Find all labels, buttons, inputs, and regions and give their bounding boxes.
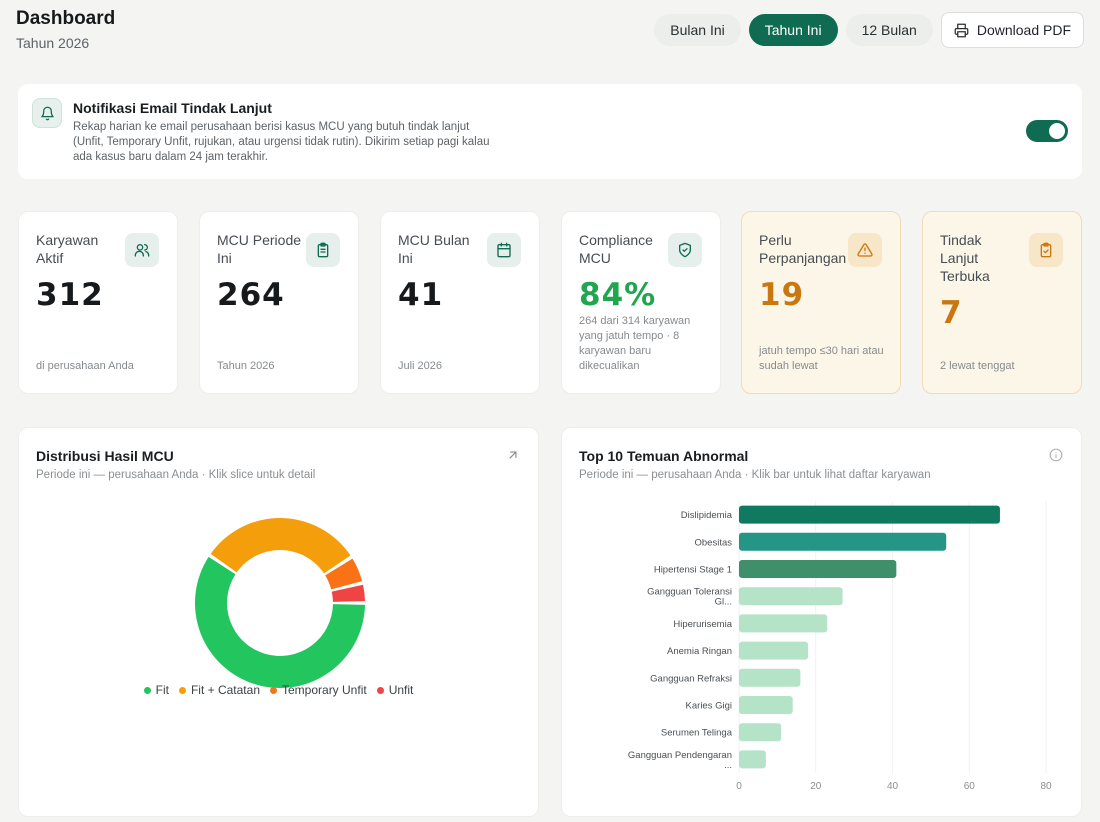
clipboard-list-icon (306, 233, 340, 267)
x-tick-label: 20 (810, 781, 822, 792)
legend-dot (270, 686, 277, 694)
toggle-knob (1049, 123, 1065, 139)
donut-chart-subtitle: Periode ini — perusahaan Anda · Klik sli… (36, 469, 316, 481)
legend-item-unfit[interactable]: Unfit (376, 683, 414, 697)
x-tick-label: 0 (736, 781, 742, 792)
kpi-label: Tindak Lanjut Terbuka (940, 232, 990, 284)
email-notification-card: Notifikasi Email Tindak Lanjut Rekap har… (18, 84, 1082, 179)
notification-title: Notifikasi Email Tindak Lanjut (73, 100, 272, 116)
y-category-label: Anemia Ringan (667, 646, 732, 657)
users-icon (125, 233, 159, 267)
donut-chart-title: Distribusi Hasil MCU (36, 448, 174, 464)
x-tick-label: 80 (1040, 781, 1052, 792)
kpi-card-open-followups[interactable]: Tindak Lanjut Terbuka 7 2 lewat tenggat (922, 211, 1082, 394)
kpi-label: Compliance MCU (579, 232, 653, 266)
legend-label: Unfit (388, 683, 414, 697)
y-category-label: Serumen Telinga (661, 728, 733, 739)
y-category-label: Gangguan Pendengaran... (628, 750, 732, 771)
y-category-label: Karies Gigi (686, 701, 732, 712)
kpi-value: 41 (398, 277, 444, 313)
kpi-card-mcu-period[interactable]: MCU Periode Ini 264 Tahun 2026 (199, 211, 359, 394)
donut-slice-fit[interactable] (194, 556, 365, 688)
bar-anemia-ringan[interactable] (739, 641, 809, 660)
donut-slice-fit-catatan[interactable] (210, 518, 351, 574)
bar-obesitas[interactable] (739, 532, 947, 551)
clipboard-check-icon (1029, 233, 1063, 267)
bar-serumen-telinga[interactable] (739, 723, 782, 742)
y-category-label: Hipertensi Stage 1 (654, 565, 732, 576)
page-title: Dashboard (16, 8, 116, 29)
kpi-footnote: 264 dari 314 karyawan yang jatuh tempo ·… (579, 315, 691, 372)
bar-gangguan-refraksi[interactable] (739, 668, 801, 687)
y-category-label: Gangguan Refraksi (650, 673, 732, 684)
info-icon[interactable] (1049, 448, 1063, 462)
bar-gangguan-toleransi-gl[interactable] (739, 587, 843, 606)
kpi-footnote: 2 lewat tenggat (940, 360, 1015, 372)
kpi-card-compliance[interactable]: Compliance MCU 84% 264 dari 314 karyawan… (561, 211, 721, 394)
kpi-value: 84% (579, 277, 657, 313)
page-header: Dashboard Tahun 2026 Bulan Ini Tahun Ini… (16, 8, 1084, 58)
bar-hipertensi-stage-1[interactable] (739, 560, 897, 578)
top-abnormal-findings-card: Top 10 Temuan Abnormal Periode ini — per… (561, 427, 1082, 817)
download-pdf-label: Download PDF (976, 22, 1071, 38)
page-subtitle: Tahun 2026 (16, 35, 90, 51)
printer-icon (954, 23, 969, 37)
period-this-year-button[interactable]: Tahun Ini (748, 14, 838, 46)
bar-chart-subtitle: Periode ini — perusahaan Anda · Klik bar… (579, 469, 931, 481)
legend-label: Fit (155, 683, 169, 697)
legend-label: Temporary Unfit (282, 683, 367, 697)
bar-gangguan-pendengaran[interactable] (739, 750, 766, 769)
kpi-label: MCU Bulan Ini (398, 232, 470, 266)
period-this-month-button[interactable]: Bulan Ini (654, 14, 741, 46)
legend-item-fit-catatan[interactable]: Fit + Catatan (178, 683, 260, 697)
calendar-icon (487, 233, 521, 267)
legend-dot (376, 686, 384, 694)
kpi-card-needs-renewal[interactable]: Perlu Perpanjangan 19 jatuh tempo ≤30 ha… (741, 211, 901, 394)
bell-icon (32, 98, 62, 128)
bar-hiperurisemia[interactable] (739, 614, 828, 633)
kpi-card-active-employees[interactable]: Karyawan Aktif 312 di perusahaan Anda (18, 211, 178, 394)
kpi-footnote: Juli 2026 (398, 360, 443, 372)
donut-chart[interactable] (19, 498, 540, 748)
x-tick-label: 40 (887, 781, 899, 792)
kpi-label: Perlu Perpanjangan (759, 232, 847, 266)
kpi-value: 19 (759, 277, 805, 313)
kpi-value: 312 (36, 277, 104, 313)
kpi-footnote: di perusahaan Anda (36, 360, 134, 372)
donut-legend: Fit Fit + Catatan Temporary Unfit Unfit (19, 683, 538, 697)
legend-dot (143, 686, 151, 694)
kpi-card-mcu-month[interactable]: MCU Bulan Ini 41 Juli 2026 (380, 211, 540, 394)
period-controls: Bulan Ini Tahun Ini 12 Bulan Download PD… (654, 12, 1084, 48)
y-category-label: Dislipidemia (681, 510, 733, 521)
x-tick-label: 60 (964, 781, 976, 792)
mcu-distribution-card: Distribusi Hasil MCU Periode ini — perus… (18, 427, 539, 817)
kpi-label: MCU Periode Ini (217, 232, 302, 266)
notification-description: Rekap harian ke email perusahaan berisi … (73, 121, 490, 163)
period-12-months-button[interactable]: 12 Bulan (845, 14, 933, 46)
y-category-label: Gangguan Toleransi Gl... (647, 587, 732, 608)
legend-label: Fit + Catatan (190, 683, 260, 697)
kpi-value: 7 (940, 295, 963, 331)
bar-karies-gigi[interactable] (739, 696, 793, 714)
y-category-label: Hiperurisemia (673, 619, 732, 630)
bar-chart-title: Top 10 Temuan Abnormal (579, 448, 749, 464)
kpi-footnote: jatuh tempo ≤30 hari atau sudah lewat (759, 345, 884, 372)
alert-triangle-icon (848, 233, 882, 267)
legend-dot (178, 686, 186, 694)
kpi-footnote: Tahun 2026 (217, 360, 275, 372)
kpi-value: 264 (217, 277, 285, 313)
shield-check-icon (668, 233, 702, 267)
notification-toggle[interactable] (1026, 120, 1068, 142)
arrow-up-right-icon[interactable] (506, 448, 520, 462)
donut-slice-unfit[interactable] (331, 584, 365, 602)
y-category-label: Obesitas (695, 537, 733, 548)
download-pdf-button[interactable]: Download PDF (940, 12, 1084, 48)
bar-dislipidemia[interactable] (739, 505, 1000, 524)
legend-item-temporary-unfit[interactable]: Temporary Unfit (270, 683, 367, 697)
legend-item-fit[interactable]: Fit (143, 683, 169, 697)
donut-slice-temporary-unfit[interactable] (325, 558, 363, 590)
kpi-label: Karyawan Aktif (36, 232, 99, 266)
bar-chart[interactable]: 0 20 40 60 80 Dislipidemia Obesitas Hipertensi … (562, 493, 1083, 793)
